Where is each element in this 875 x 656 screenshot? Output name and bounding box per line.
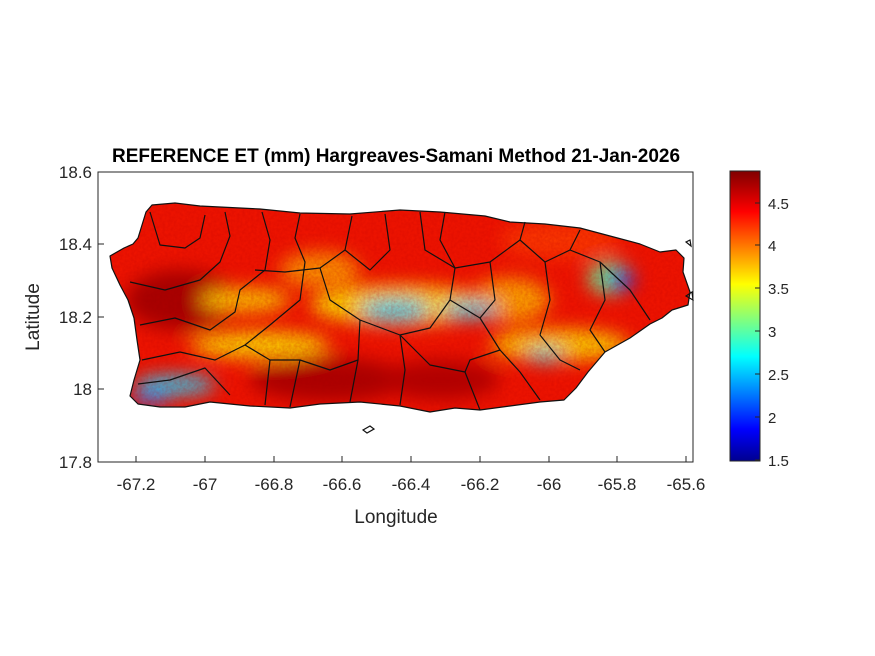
et-field — [110, 203, 690, 412]
y-axis — [98, 171, 104, 463]
x-tick-label: -66.2 — [461, 475, 500, 494]
boundaries — [109, 202, 691, 413]
chart-title: REFERENCE ET (mm) Hargreaves-Samani Meth… — [112, 146, 680, 167]
y-tick-label: 17.8 — [59, 453, 92, 472]
colorbar-tick-label: 1.5 — [768, 453, 789, 470]
y-tick-label: 18 — [73, 380, 92, 399]
colorbar-tick-label: 3 — [768, 324, 776, 341]
x-tick-label: -66.4 — [392, 475, 431, 494]
colorbar: 4.5 4 3.5 3 2.5 2 1.5 — [729, 170, 789, 470]
y-axis-label: Latitude — [23, 283, 44, 351]
x-tick-label: -67 — [193, 475, 218, 494]
x-tick-label: -66 — [537, 475, 562, 494]
colorbar-gradient — [729, 170, 761, 462]
y-tick-labels: 18.6 18.4 18.2 18 17.8 — [59, 163, 92, 472]
x-tick-label: -65.8 — [598, 475, 637, 494]
colorbar-tick-label: 2.5 — [768, 367, 789, 384]
x-axis-label: Longitude — [354, 507, 437, 528]
y-tick-label: 18.2 — [59, 308, 92, 327]
x-tick-label: -65.6 — [667, 475, 706, 494]
x-tick-label: -66.6 — [323, 475, 362, 494]
colorbar-tick-label: 3.5 — [768, 281, 789, 298]
x-axis — [135, 456, 687, 462]
colorbar-tick-label: 4.5 — [768, 196, 789, 213]
small-islands — [361, 239, 694, 434]
colorbar-tick-label: 4 — [768, 238, 776, 255]
x-tick-label: -67.2 — [117, 475, 156, 494]
x-tick-label: -66.8 — [255, 475, 294, 494]
colorbar-tick-label: 2 — [768, 410, 776, 427]
x-tick-labels: -67.2 -67 -66.8 -66.6 -66.4 -66.2 -66 -6… — [117, 475, 706, 494]
y-tick-label: 18.4 — [59, 235, 92, 254]
y-tick-label: 18.6 — [59, 163, 92, 182]
